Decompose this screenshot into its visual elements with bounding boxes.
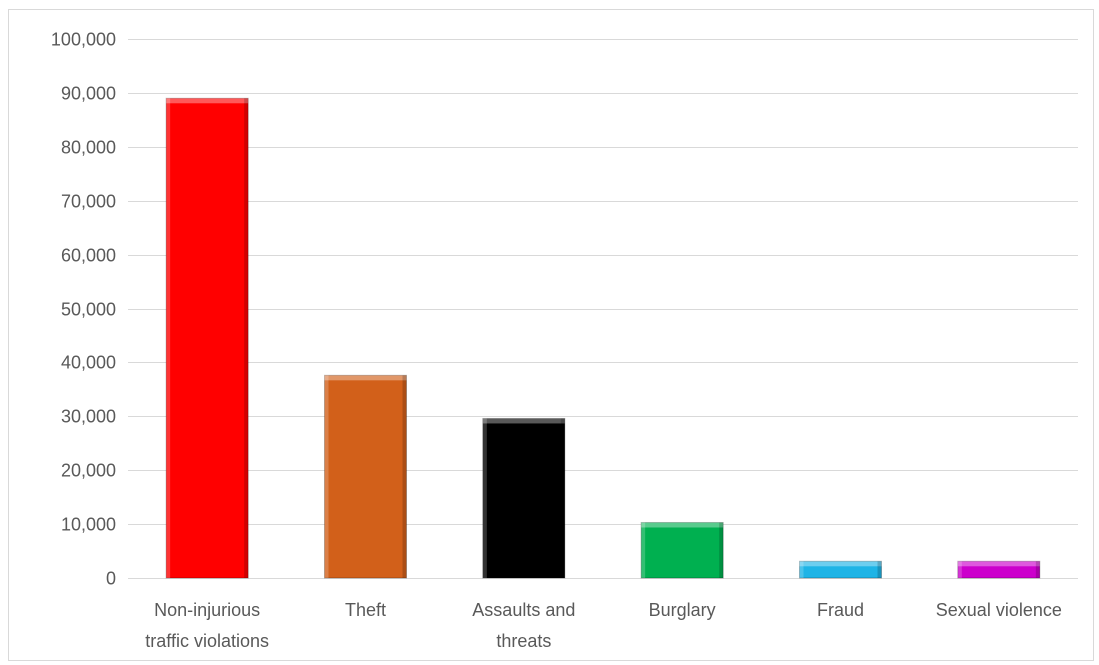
y-tick-label: 0 xyxy=(106,569,116,589)
x-category-label: Fraud xyxy=(817,600,864,620)
bar-rect xyxy=(957,560,1041,579)
bar-bevel-top xyxy=(166,98,249,104)
bar-rect xyxy=(640,521,724,579)
bar xyxy=(324,374,407,579)
bar-bevel-right xyxy=(402,375,407,578)
bar-bevel-top xyxy=(957,561,1040,567)
bar xyxy=(799,560,882,579)
y-tick-label: 80,000 xyxy=(61,138,116,158)
bar-bevel-left xyxy=(482,418,487,578)
x-category-label: Assaults and threats xyxy=(472,600,575,651)
bar-bevel-right xyxy=(1035,561,1040,578)
x-category-label: Theft xyxy=(345,600,386,620)
y-tick-label: 90,000 xyxy=(61,84,116,104)
bar-rect xyxy=(324,374,407,579)
y-tick-label: 10,000 xyxy=(61,515,116,535)
bars xyxy=(165,97,1041,579)
bar-bevel-left xyxy=(957,561,962,578)
bar-bevel-left xyxy=(641,522,646,578)
y-tick-label: 40,000 xyxy=(61,353,116,373)
bar-rect xyxy=(482,417,566,579)
x-axis: Non-injurious traffic violations Theft Assa… xyxy=(145,600,1062,651)
x-category-label: Burglary xyxy=(649,600,716,620)
bar xyxy=(165,97,249,579)
x-category-label: Sexual violence xyxy=(936,600,1062,620)
bar-bevel-left xyxy=(799,561,804,578)
bar-bevel-left xyxy=(166,98,171,578)
bar-bevel-right xyxy=(877,561,882,578)
bar-rect xyxy=(165,97,249,579)
y-axis: 0 10,000 20,000 30,000 40,000 50,000 60,000 70,… xyxy=(51,30,116,589)
bar-bevel-top xyxy=(482,418,565,424)
x-category-label: Non-injurious traffic violations xyxy=(145,600,269,651)
bar-bevel-top xyxy=(799,561,882,567)
bar xyxy=(482,417,566,579)
y-tick-label: 60,000 xyxy=(61,246,116,266)
bar-bevel-right xyxy=(244,98,249,578)
y-tick-label: 50,000 xyxy=(61,300,116,320)
y-tick-label: 100,000 xyxy=(51,30,116,50)
bar-bevel-top xyxy=(641,522,724,528)
y-tick-label: 30,000 xyxy=(61,407,116,427)
bar xyxy=(640,521,724,579)
bar-bevel-right xyxy=(719,522,724,578)
bar-bevel-top xyxy=(324,375,407,381)
gridlines xyxy=(128,39,1078,579)
bar-rect xyxy=(799,560,882,579)
bar xyxy=(957,560,1041,579)
y-tick-label: 70,000 xyxy=(61,192,116,212)
bar-bevel-right xyxy=(560,418,565,578)
bar-bevel-left xyxy=(324,375,329,578)
y-tick-label: 20,000 xyxy=(61,461,116,481)
